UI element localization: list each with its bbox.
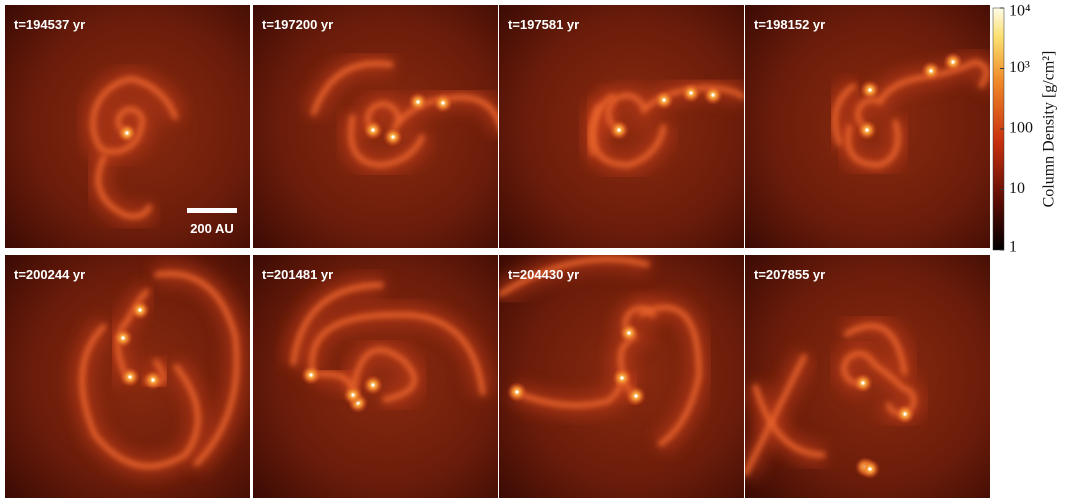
panel: t=197581 yr [499,5,744,248]
star [865,128,868,131]
colorbar-tick-label: 10 [1009,180,1025,197]
panel-label: t=201481 yr [262,267,333,282]
panel-label: t=194537 yr [14,17,85,32]
panel-label: t=197200 yr [262,17,333,32]
figure: Column Density [g/cm²] t=194537 yr 200 AU… [0,0,1066,503]
star [151,378,154,381]
colorbar-tick-label: 1 [1009,239,1017,256]
panel: t=197200 yr [253,5,503,248]
panel-label: t=200244 yr [14,267,85,282]
star [351,393,354,396]
star [121,336,124,339]
colorbar-title: Column Density [g/cm²] [1041,51,1058,208]
star [128,375,131,378]
star [711,93,714,96]
star [929,69,932,72]
star [391,135,394,138]
panel: t=201481 yr [253,255,498,498]
star [620,376,623,379]
panel-label: t=204430 yr [508,267,579,282]
star [138,308,141,311]
star [951,60,954,63]
star [689,91,692,94]
star [662,98,665,101]
star [371,128,374,131]
star [515,390,518,393]
star [416,100,419,103]
panel-label: t=198152 yr [754,17,825,32]
panel: t=194537 yr 200 AU [5,5,250,248]
star [309,373,312,376]
panel-label: t=197581 yr [508,17,579,32]
star [861,381,864,384]
star [627,331,630,334]
panel-label: t=207855 yr [754,267,825,282]
star [371,383,374,386]
colorbar-tick-label: 100 [1009,120,1033,137]
panel: t=198152 yr [745,5,990,248]
panel: t=207855 yr [745,255,990,498]
star [868,88,871,91]
panel: t=200244 yr [5,255,250,498]
scale-bar [187,208,237,213]
star [634,394,637,397]
star [441,101,444,104]
star [903,412,906,415]
star [125,131,128,134]
colorbar-tick-label: 10³ [1009,59,1030,76]
scale-bar-label: 200 AU [190,221,234,236]
panel: t=204430 yr [499,255,744,498]
star [868,467,871,470]
star [617,128,620,131]
colorbar-tick-label: 10⁴ [1009,3,1031,20]
